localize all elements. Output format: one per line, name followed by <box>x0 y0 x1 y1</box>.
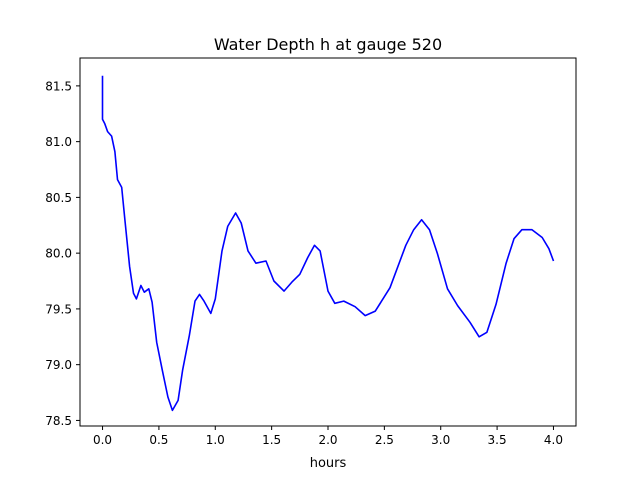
x-tick-label: 0.0 <box>93 433 112 447</box>
y-tick-label: 79.5 <box>45 302 72 316</box>
y-tick-label: 79.0 <box>45 358 72 372</box>
y-tick-label: 81.5 <box>45 79 72 93</box>
x-tick-label: 3.5 <box>488 433 507 447</box>
x-tick-label: 4.0 <box>544 433 563 447</box>
x-tick-label: 2.5 <box>375 433 394 447</box>
axes-frame <box>79 57 577 427</box>
y-tick-label: 81.0 <box>45 135 72 149</box>
x-axis: 0.0 0.5 1.0 1.5 2.0 2.5 3.0 3.5 4.0 <box>93 426 563 447</box>
series-line-h <box>101 75 555 412</box>
x-axis-label: hours <box>310 456 347 471</box>
y-tick-label: 80.5 <box>45 191 72 205</box>
y-tick-label: 80.0 <box>45 247 72 261</box>
plot-area <box>101 75 555 412</box>
y-axis: 78.5 79.0 79.5 80.0 80.5 81.0 81.5 <box>45 79 80 428</box>
x-tick-label: 2.0 <box>318 433 337 447</box>
x-tick-label: 0.5 <box>149 433 168 447</box>
x-tick-label: 3.0 <box>431 433 450 447</box>
y-tick-label: 78.5 <box>45 414 72 428</box>
x-tick-label: 1.5 <box>262 433 281 447</box>
chart-title: Water Depth h at gauge 520 <box>214 35 442 54</box>
x-tick-label: 1.0 <box>206 433 225 447</box>
